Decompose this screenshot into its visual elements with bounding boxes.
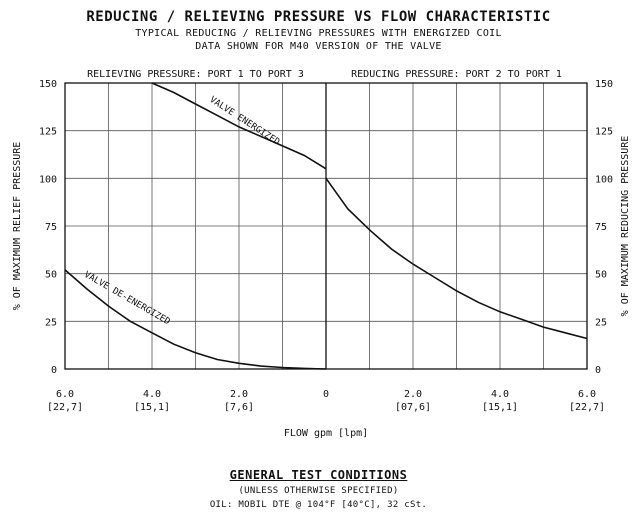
y-left-tick-label: 0 [51,365,57,376]
chart-title: REDUCING / RELIEVING PRESSURE VS FLOW CH… [86,9,551,25]
chart-subtitle-coil: TYPICAL REDUCING / RELIEVING PRESSURES W… [135,28,502,39]
test-conditions-oil: OIL: MOBIL DTE @ 104°F [40°C], 32 cSt. [209,500,428,510]
test-conditions-title: GENERAL TEST CONDITIONS [229,468,408,482]
curve-layer [64,82,588,370]
x-tick-label: 4.0 [143,389,161,400]
x-tick-sublabel: [22,7] [569,402,605,413]
x-tick-label: 4.0 [491,389,509,400]
x-tick-sublabel: [22,7] [47,402,83,413]
x-tick-label: 6.0 [56,389,74,400]
y-right-tick-label: 50 [595,270,607,281]
y-right-tick-label: 125 [595,127,613,138]
y-right-tick-label: 75 [595,222,607,233]
y-left-axis-label: % OF MAXIMUM RELIEF PRESSURE [12,142,23,311]
valve-de-energized-curve [64,269,327,370]
x-tick-label: 6.0 [578,389,596,400]
x-tick-sublabel: [15,1] [134,402,170,413]
y-left-tick-label: 100 [39,174,57,185]
y-left-tick-label: 125 [39,127,57,138]
y-right-tick-label: 0 [595,365,601,376]
x-tick-label: 0 [323,389,329,400]
y-left-tick-label: 75 [45,222,57,233]
x-axis-label: FLOW gpm [lpm] [284,428,368,439]
label-layer: 0 25 50 75 100 125 150 0 25 50 75 100 125 150 6.0 [22,7… [12,69,631,439]
y-right-tick-label: 150 [595,79,613,90]
test-conditions-note: (UNLESS OTHERWISE SPECIFIED) [238,486,399,496]
x-tick-label: 2.0 [404,389,422,400]
x-tick-sublabel: [7,6] [224,402,254,413]
x-tick-sublabel: [07,6] [395,402,431,413]
y-left-tick-label: 25 [45,317,57,328]
reducing-pressure-curve [325,177,588,340]
reducing-region-label: REDUCING PRESSURE: PORT 2 TO PORT 1 [351,69,562,80]
chart-subtitle-version: DATA SHOWN FOR M40 VERSION OF THE VALVE [195,41,442,52]
y-right-axis-label: % OF MAXIMUM REDUCING PRESSURE [620,136,631,317]
x-tick-label: 2.0 [230,389,248,400]
y-right-tick-label: 25 [595,317,607,328]
valve-energized-label: VALVE ENERGIZED [208,95,282,148]
valve-energized-curve [151,82,327,170]
y-left-tick-label: 150 [39,79,57,90]
relieving-region-label: RELIEVING PRESSURE: PORT 1 TO PORT 3 [87,69,304,80]
x-tick-sublabel: [15,1] [482,402,518,413]
y-right-tick-label: 100 [595,174,613,185]
y-left-tick-label: 50 [45,270,57,281]
